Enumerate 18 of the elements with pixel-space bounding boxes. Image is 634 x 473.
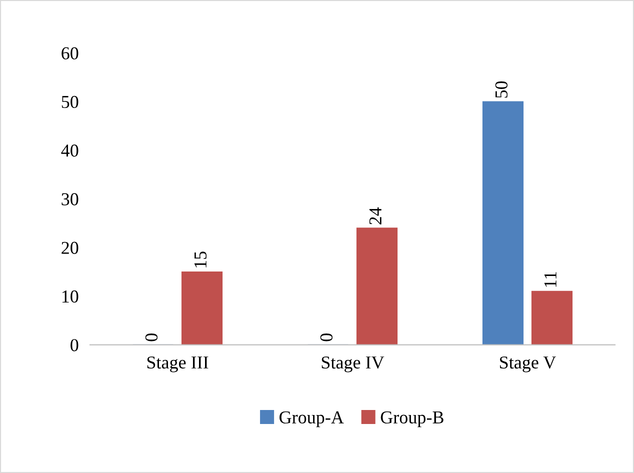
data-label: 0 — [320, 334, 333, 342]
y-tick-label: 30 — [62, 193, 78, 206]
legend-label: Group-A — [280, 411, 344, 428]
legend-label: Group-B — [380, 411, 444, 428]
y-tick-label: 50 — [62, 96, 78, 108]
y-tick-label: 20 — [62, 242, 78, 254]
y-tick-label: 0 — [70, 339, 78, 352]
x-tick-label: Stage III — [147, 356, 208, 372]
y-tick-label: 10 — [62, 290, 78, 303]
x-tick-label: Stage V — [500, 356, 556, 372]
data-label: 11 — [544, 272, 556, 287]
y-tick-label: 60 — [62, 47, 78, 60]
data-label: 24 — [369, 207, 382, 224]
y-tick-label: 40 — [61, 144, 78, 157]
data-label: 50 — [495, 81, 508, 98]
data-label: 15 — [194, 252, 207, 268]
data-label: 0 — [145, 334, 158, 342]
x-tick-label: Stage IV — [322, 356, 384, 372]
